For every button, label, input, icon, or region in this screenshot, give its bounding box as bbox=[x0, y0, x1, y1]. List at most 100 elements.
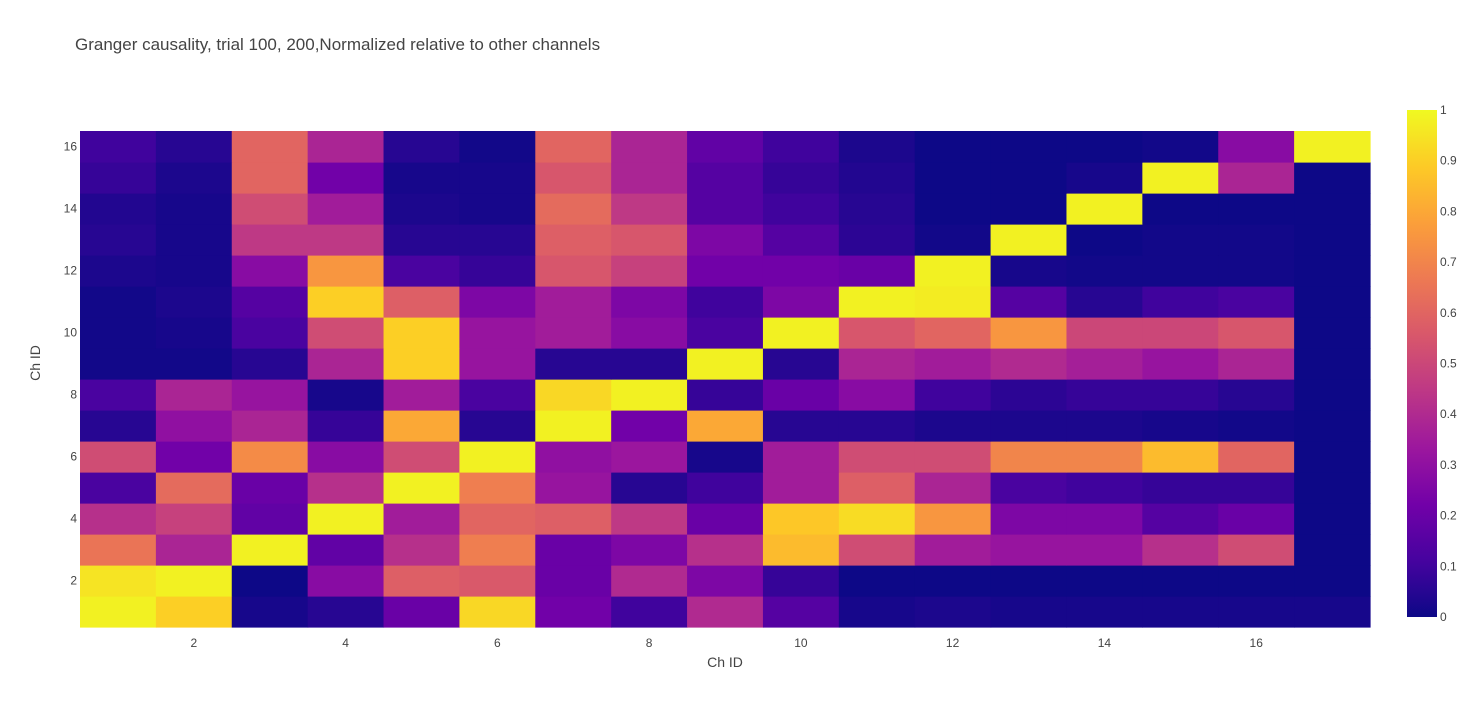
heatmap-cell bbox=[838, 410, 916, 442]
heatmap-cell bbox=[990, 596, 1068, 628]
heatmap-cell bbox=[838, 348, 916, 380]
heatmap-cell bbox=[307, 441, 385, 473]
heatmap-cell bbox=[990, 534, 1068, 566]
heatmap-cell bbox=[611, 565, 688, 597]
x-axis-label: Ch ID bbox=[707, 654, 743, 670]
heatmap-cell bbox=[383, 255, 461, 287]
heatmap-cell bbox=[838, 472, 916, 504]
heatmap-cell bbox=[611, 193, 688, 225]
y-tick-label: 12 bbox=[64, 264, 78, 278]
heatmap-cell bbox=[611, 255, 688, 287]
heatmap-cell bbox=[307, 286, 385, 318]
heatmap-cell bbox=[383, 410, 461, 442]
heatmap-cell bbox=[535, 534, 612, 566]
heatmap-cell bbox=[990, 193, 1068, 225]
heatmap-cell bbox=[762, 534, 840, 566]
heatmap-cell bbox=[307, 472, 385, 504]
heatmap-cell bbox=[535, 131, 612, 163]
heatmap-cell bbox=[307, 162, 385, 194]
heatmap-cell bbox=[155, 348, 233, 380]
x-tick-label: 14 bbox=[1098, 636, 1112, 650]
heatmap-cell bbox=[1142, 379, 1219, 411]
heatmap-cell bbox=[80, 379, 157, 411]
heatmap-cell bbox=[1294, 472, 1371, 504]
heatmap-cell bbox=[383, 317, 461, 349]
heatmap-cell bbox=[687, 379, 764, 411]
heatmap-cell bbox=[687, 224, 764, 256]
heatmap-cell bbox=[914, 472, 992, 504]
heatmap-cell bbox=[80, 472, 157, 504]
heatmap-cell bbox=[383, 162, 461, 194]
heatmap-cell bbox=[611, 596, 688, 628]
heatmap-cell bbox=[80, 162, 157, 194]
heatmap-cell bbox=[155, 255, 233, 287]
heatmap-cell bbox=[687, 410, 764, 442]
heatmap-cell bbox=[1066, 162, 1143, 194]
heatmap-cell bbox=[1142, 441, 1219, 473]
heatmap-cell bbox=[1066, 534, 1143, 566]
heatmap-cell bbox=[1142, 472, 1219, 504]
heatmap-cell bbox=[80, 565, 157, 597]
colorbar-tick-label: 0.2 bbox=[1440, 509, 1457, 523]
heatmap-cell bbox=[80, 441, 157, 473]
colorbar-tick-label: 1 bbox=[1440, 103, 1447, 117]
heatmap-cell bbox=[914, 317, 992, 349]
heatmap-cell bbox=[1142, 410, 1219, 442]
heatmap-cell bbox=[535, 286, 612, 318]
heatmap-cell bbox=[383, 286, 461, 318]
chart-title: Granger causality, trial 100, 200,Normal… bbox=[75, 35, 600, 54]
heatmap-cell bbox=[1218, 224, 1295, 256]
heatmap-cell bbox=[383, 565, 461, 597]
heatmap-cell bbox=[459, 317, 536, 349]
heatmap-cell bbox=[231, 317, 309, 349]
heatmap-cell bbox=[1142, 286, 1219, 318]
heatmap-cell bbox=[1218, 379, 1295, 411]
heatmap-cell bbox=[1218, 348, 1295, 380]
colorbar-tick-label: 0.4 bbox=[1440, 407, 1457, 421]
x-tick-label: 2 bbox=[190, 636, 197, 650]
colorbar-tick-label: 0.9 bbox=[1440, 154, 1457, 168]
heatmap-cell bbox=[990, 224, 1068, 256]
heatmap-cell bbox=[535, 193, 612, 225]
heatmap-cell bbox=[1142, 317, 1219, 349]
heatmap-cell bbox=[459, 534, 536, 566]
heatmap-cell bbox=[383, 348, 461, 380]
y-tick-label: 8 bbox=[70, 388, 77, 402]
heatmap-cell bbox=[1294, 441, 1371, 473]
heatmap-cell bbox=[231, 565, 309, 597]
heatmap-cell bbox=[1218, 503, 1295, 535]
heatmap-cell bbox=[231, 441, 309, 473]
heatmap-cell bbox=[687, 317, 764, 349]
heatmap-cell bbox=[687, 193, 764, 225]
y-tick-label: 6 bbox=[70, 450, 77, 464]
heatmap-cell bbox=[914, 255, 992, 287]
colorbar-tick-label: 0.3 bbox=[1440, 458, 1457, 472]
heatmap-cell bbox=[1218, 162, 1295, 194]
heatmap-cell bbox=[914, 131, 992, 163]
heatmap-cell bbox=[687, 596, 764, 628]
heatmap-cell bbox=[611, 410, 688, 442]
heatmap-cell bbox=[611, 348, 688, 380]
heatmap-cell bbox=[307, 534, 385, 566]
heatmap-cell bbox=[1142, 348, 1219, 380]
heatmap-cell bbox=[80, 534, 157, 566]
heatmap-cell bbox=[1066, 379, 1143, 411]
x-tick-label: 4 bbox=[342, 636, 349, 650]
heatmap-cell bbox=[459, 596, 536, 628]
colorbar-tick-label: 0.1 bbox=[1440, 559, 1457, 573]
heatmap-cell bbox=[155, 162, 233, 194]
heatmap-cell bbox=[155, 317, 233, 349]
colorbar bbox=[1407, 110, 1437, 617]
heatmap-cell bbox=[687, 534, 764, 566]
heatmap-cell bbox=[155, 534, 233, 566]
heatmap-cell bbox=[155, 565, 233, 597]
heatmap-cell bbox=[762, 131, 840, 163]
heatmap-cell bbox=[838, 193, 916, 225]
heatmap-cell bbox=[231, 162, 309, 194]
colorbar-tick-label: 0.7 bbox=[1440, 255, 1457, 269]
heatmap-cell bbox=[307, 317, 385, 349]
heatmap-cell bbox=[80, 286, 157, 318]
heatmap-cell bbox=[838, 503, 916, 535]
heatmap-cell bbox=[1142, 534, 1219, 566]
